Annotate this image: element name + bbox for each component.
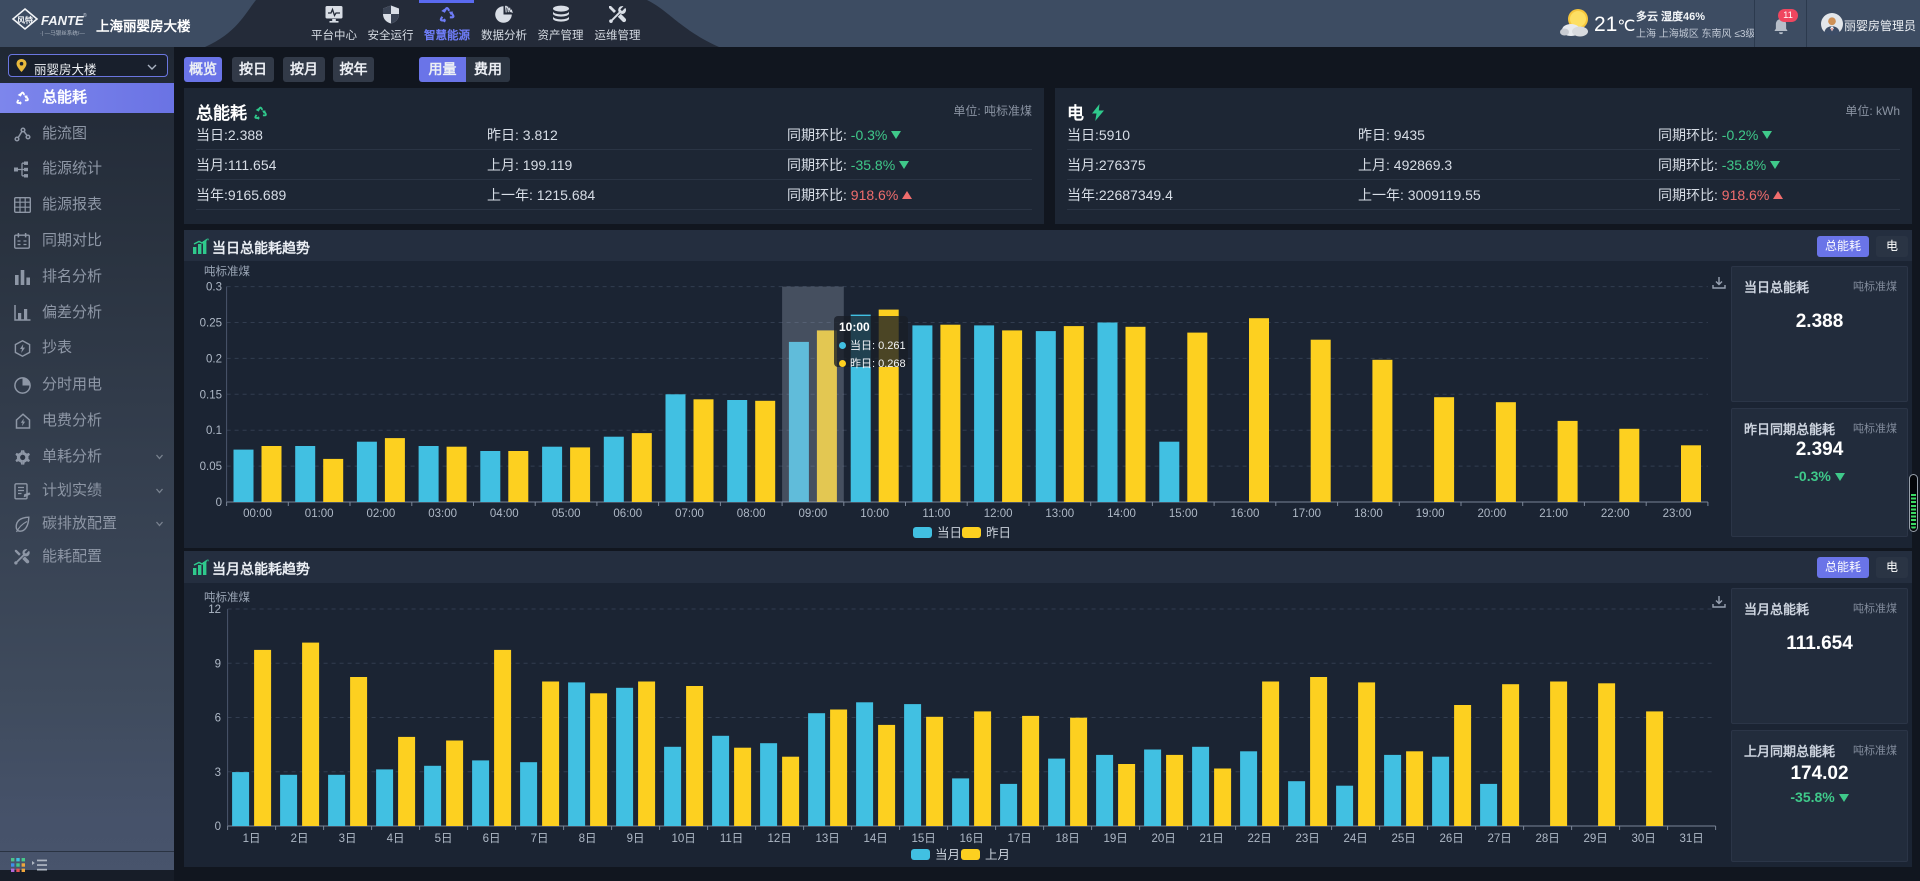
svg-text:风特: 风特 xyxy=(17,15,33,25)
svg-text:FANTE: FANTE xyxy=(41,13,84,28)
svg-text:·| —马银丝系统/—: ·| —马银丝系统/— xyxy=(40,29,85,37)
svg-text:®: ® xyxy=(83,12,87,19)
